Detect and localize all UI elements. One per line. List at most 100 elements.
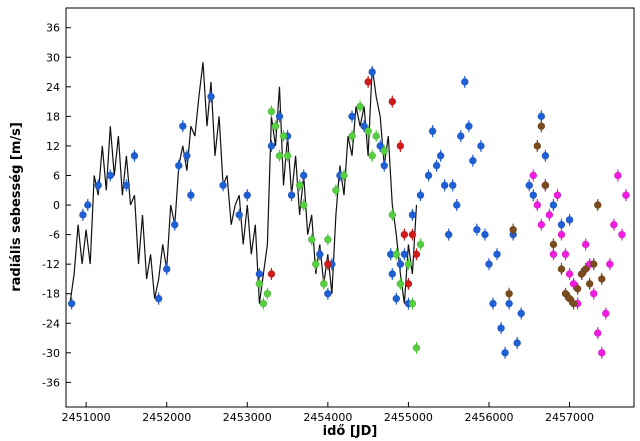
data-point <box>340 171 348 180</box>
y-axis-ticks: 36 30 24 18 12 6 0 -6 -12 -18 -24 -30 -36 <box>42 22 71 389</box>
data-point <box>585 280 594 288</box>
data-point <box>436 151 445 160</box>
data-point <box>170 220 179 229</box>
data-point <box>130 151 139 160</box>
data-point <box>412 250 421 259</box>
data-point <box>549 250 558 259</box>
x-tick-label: 2457000 <box>545 411 594 424</box>
data-point <box>573 284 582 293</box>
data-point <box>275 112 284 121</box>
data-point <box>469 156 477 165</box>
data-point <box>412 344 421 352</box>
y-tick-label: 18 <box>46 110 60 123</box>
model-curve-group <box>69 62 418 304</box>
data-point <box>364 78 372 86</box>
data-point <box>259 299 268 308</box>
data-point <box>255 270 264 278</box>
data-point <box>505 299 513 308</box>
data-point <box>319 280 328 288</box>
y-tick-label: 30 <box>46 51 60 64</box>
data-point <box>428 127 437 135</box>
data-point <box>255 280 264 288</box>
data-point <box>549 240 558 249</box>
data-point <box>561 250 570 259</box>
data-point <box>473 225 481 234</box>
data-point <box>408 211 417 219</box>
data-point <box>388 211 397 219</box>
data-point <box>332 186 340 195</box>
data-point <box>456 132 465 140</box>
data-point <box>396 280 405 288</box>
data-point <box>380 147 389 155</box>
y-tick-label: -36 <box>42 376 60 389</box>
data-point <box>505 289 513 298</box>
data-point <box>581 240 590 249</box>
data-point <box>368 68 377 76</box>
data-point <box>122 181 131 190</box>
data-point <box>267 107 276 116</box>
data-point <box>489 299 497 308</box>
data-point <box>283 151 292 160</box>
data-point <box>509 225 517 234</box>
data-point <box>553 191 562 200</box>
data-point <box>178 122 187 131</box>
data-point <box>565 270 574 278</box>
data-point <box>275 151 284 160</box>
data-point <box>94 181 103 190</box>
data-point <box>207 92 215 101</box>
data-point <box>485 260 493 268</box>
data-point <box>348 132 356 140</box>
y-tick-label: -6 <box>49 229 60 242</box>
data-point <box>597 275 606 283</box>
y-axis-title: radiális sebesség [m/s] <box>9 122 24 292</box>
data-point <box>404 280 413 288</box>
data-point <box>315 250 324 259</box>
y-tick-label: -30 <box>42 347 60 360</box>
data-point <box>400 230 409 239</box>
data-point <box>271 122 280 131</box>
data-point <box>235 211 244 219</box>
data-point <box>392 250 401 259</box>
data-point <box>372 132 381 140</box>
data-point <box>493 250 501 259</box>
data-point <box>589 289 598 298</box>
data-point <box>593 329 602 337</box>
x-tick-label: 2452000 <box>142 411 191 424</box>
data-point <box>477 142 485 150</box>
data-point <box>597 348 606 357</box>
y-tick-label: -18 <box>42 288 60 301</box>
data-point <box>348 112 356 121</box>
data-points-group <box>67 66 630 359</box>
y-tick-label: 0 <box>53 199 60 212</box>
data-point <box>464 122 473 131</box>
data-point <box>79 211 87 219</box>
data-point <box>408 230 417 239</box>
x-tick-label: 2455000 <box>384 411 433 424</box>
data-point <box>400 250 409 259</box>
data-point <box>618 230 626 239</box>
data-point <box>589 260 598 268</box>
x-axis-ticks: 2451000 2452000 2453000 2454000 2455000 24560… <box>62 402 594 424</box>
data-point <box>444 230 453 239</box>
data-point <box>460 78 469 86</box>
data-point <box>481 230 489 239</box>
data-point <box>174 161 183 170</box>
data-point <box>593 201 602 209</box>
data-point <box>287 191 296 200</box>
y-tick-label: 36 <box>46 22 60 35</box>
data-point <box>517 309 526 318</box>
data-point <box>323 289 332 298</box>
y-tick-label: -24 <box>42 317 60 330</box>
data-point <box>541 151 550 160</box>
x-tick-label: 2453000 <box>223 411 272 424</box>
data-point <box>501 348 509 357</box>
y-tick-label: -12 <box>42 258 60 271</box>
data-point <box>106 171 115 180</box>
y-tick-label: 12 <box>46 140 60 153</box>
data-point <box>565 215 574 224</box>
data-point <box>404 260 413 268</box>
model-line <box>69 62 418 304</box>
data-point <box>356 102 364 111</box>
data-point <box>605 260 614 268</box>
data-point <box>67 299 76 308</box>
